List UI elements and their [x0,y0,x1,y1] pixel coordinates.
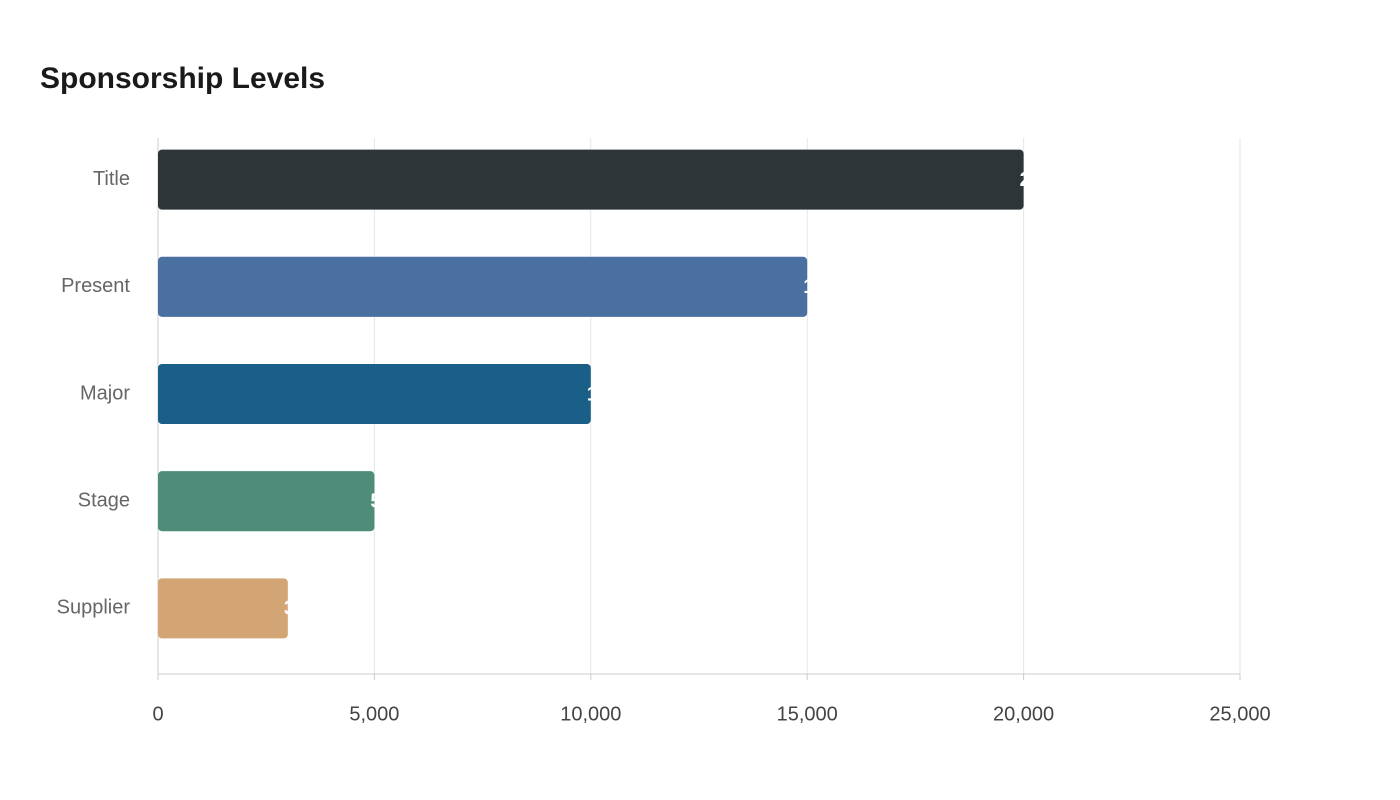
x-tick-label: 25,000 [1209,703,1270,725]
x-tick-label: 10,000 [560,703,621,725]
value-label: 3000 [284,598,329,620]
x-tick-label: 15,000 [777,703,838,725]
value-label: 15000 [803,276,859,298]
value-label: 5000 [370,490,415,512]
value-label: 20000 [1020,169,1076,191]
bar [158,256,808,317]
bar [158,471,375,532]
bar [158,363,591,425]
y-tick-label: Present [61,275,130,297]
value-label: 10000 [587,383,643,405]
y-tick-label: Stage [78,489,130,511]
y-tick-label: Title [93,168,130,190]
bar [158,149,1024,210]
chart-title: Sponsorship Levels [40,62,325,95]
y-tick-label: Supplier [57,597,131,619]
x-tick-label: 0 [152,703,163,725]
y-tick-label: Major [80,382,130,404]
x-tick-label: 20,000 [993,703,1054,725]
x-tick-label: 5,000 [349,703,399,725]
bar [158,578,288,639]
